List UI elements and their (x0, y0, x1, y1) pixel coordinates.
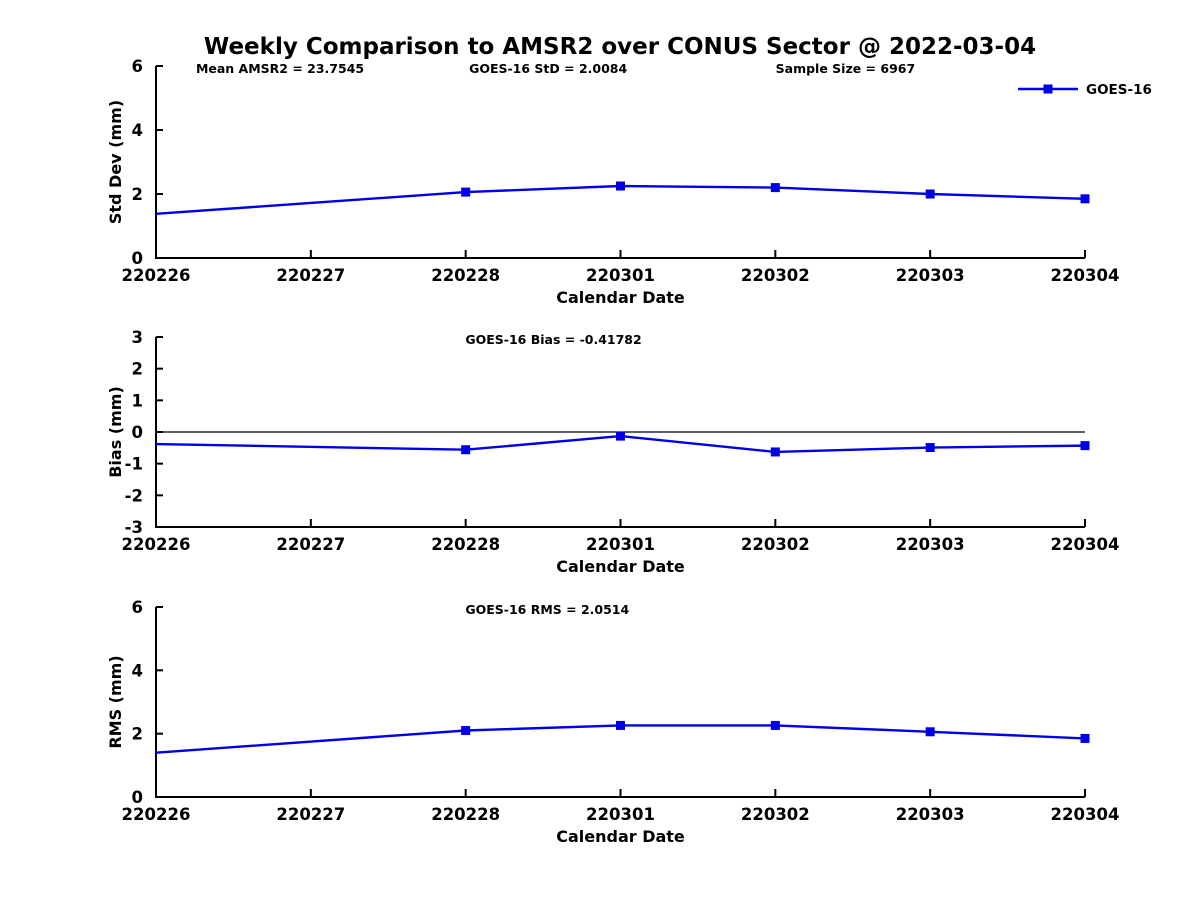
y-axis-label: Std Dev (mm) (106, 100, 125, 224)
y-tick-label: 2 (132, 360, 143, 379)
data-point-marker (925, 443, 935, 453)
data-point-marker (1080, 441, 1090, 451)
y-axis-label: Bias (mm) (106, 386, 125, 478)
y-tick-label: 4 (132, 121, 143, 140)
x-tick-label: 220301 (586, 805, 655, 824)
x-tick-label: 220302 (741, 805, 810, 824)
data-point-marker (770, 720, 780, 730)
x-tick-label: 220226 (122, 805, 191, 824)
x-tick-label: 220301 (586, 535, 655, 554)
y-axis-label: RMS (mm) (106, 655, 125, 748)
x-tick-label: 220303 (896, 805, 965, 824)
x-tick-label: 220228 (431, 266, 500, 285)
annotation: Mean AMSR2 = 23.7545 (196, 61, 364, 76)
x-tick-label: 220226 (122, 266, 191, 285)
x-axis-label: Calendar Date (556, 557, 685, 576)
data-point-marker (1080, 194, 1090, 204)
x-tick-label: 220302 (741, 535, 810, 554)
x-tick-label: 220228 (431, 805, 500, 824)
x-tick-label: 220302 (741, 266, 810, 285)
x-tick-label: 220304 (1051, 266, 1120, 285)
legend-marker-icon (1043, 84, 1053, 94)
y-tick-label: -1 (125, 455, 143, 474)
y-tick-label: 0 (132, 788, 143, 807)
annotation: GOES-16 RMS = 2.0514 (465, 602, 629, 617)
y-tick-label: 1 (132, 391, 143, 410)
figure-title: Weekly Comparison to AMSR2 over CONUS Se… (204, 34, 1036, 60)
series-line (155, 184, 1086, 216)
data-point-marker (1080, 733, 1090, 743)
data-point-marker (770, 447, 780, 457)
x-tick-label: 220303 (896, 266, 965, 285)
x-tick-label: 220304 (1051, 535, 1120, 554)
x-tick-label: 220304 (1051, 805, 1120, 824)
data-point-marker (461, 726, 471, 735)
y-tick-label: 0 (132, 249, 143, 268)
data-point-marker (616, 720, 625, 730)
annotation: GOES-16 Bias = -0.41782 (465, 332, 641, 347)
x-tick-label: 220301 (586, 266, 655, 285)
series-line (155, 724, 1086, 754)
x-axis-label: Calendar Date (556, 288, 685, 307)
y-tick-label: 2 (132, 185, 143, 204)
y-tick-label: 4 (132, 661, 143, 680)
data-point-marker (616, 431, 625, 441)
x-tick-label: 220303 (896, 535, 965, 554)
x-axis-label: Calendar Date (556, 827, 685, 846)
y-tick-label: 0 (132, 423, 143, 442)
x-tick-label: 220228 (431, 535, 500, 554)
data-point-marker (925, 189, 935, 199)
y-tick-label: -3 (125, 518, 143, 537)
x-tick-label: 220227 (276, 266, 345, 285)
data-point-marker (770, 183, 780, 193)
data-point-marker (461, 187, 471, 197)
chart-stddev: 0 2 4 6 220226 220227 220228 220301 220302 220303… (106, 57, 1119, 307)
y-tick-label: 3 (132, 328, 143, 347)
y-tick-label: -2 (125, 486, 143, 505)
y-tick-label: 6 (132, 598, 143, 617)
x-tick-label: 220226 (122, 535, 191, 554)
chart-rms: 0 2 4 6 220226 220227 220228 220301 220302 220303… (106, 598, 1119, 846)
data-point-marker (616, 181, 625, 191)
legend-label: GOES-16 (1086, 82, 1152, 98)
annotation: Sample Size = 6967 (776, 61, 916, 76)
chart-bias: -3 -2 -1 0 1 2 3 220226 220227 220228 220301 220302… (106, 328, 1119, 576)
data-point-marker (461, 445, 471, 455)
series-line (155, 434, 1086, 454)
y-tick-label: 6 (132, 57, 143, 76)
legend: GOES-16 (1018, 82, 1152, 98)
annotation: GOES-16 StD = 2.0084 (469, 61, 627, 76)
data-point-marker (925, 727, 935, 737)
x-tick-label: 220227 (276, 805, 345, 824)
y-tick-label: 2 (132, 725, 143, 744)
x-tick-label: 220227 (276, 535, 345, 554)
